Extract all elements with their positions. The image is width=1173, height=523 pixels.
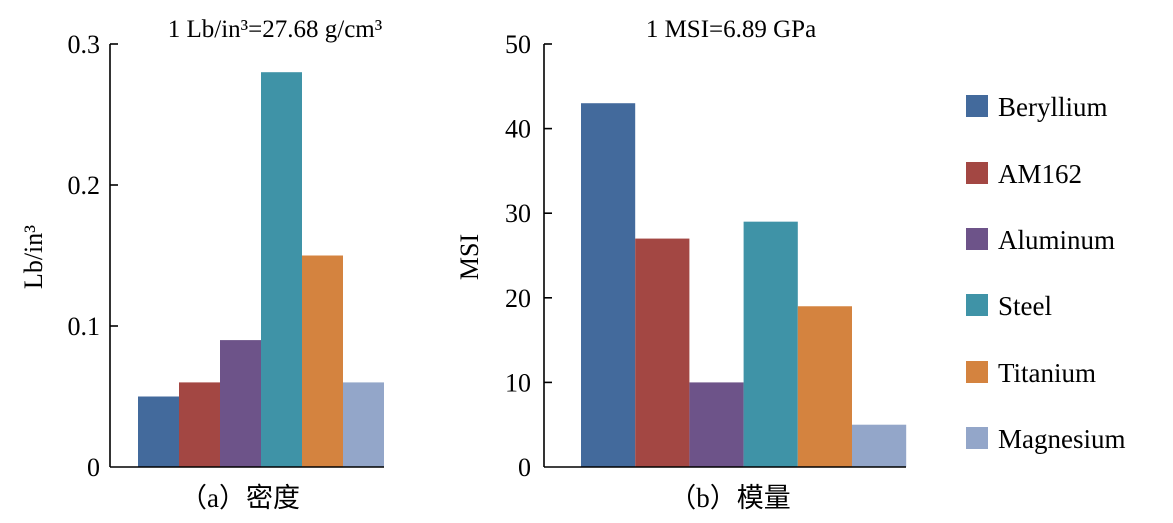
density-y-tick-label: 0.1 xyxy=(68,312,101,341)
modulus-y-tick-label: 40 xyxy=(505,115,531,144)
legend-label-beryllium: Beryllium xyxy=(998,92,1108,122)
density-bar-am162 xyxy=(179,382,220,467)
modulus-y-ticks: 0 10 20 30 40 50 xyxy=(505,30,552,482)
density-y-tick-label: 0.3 xyxy=(68,30,101,59)
density-y-tick-label: 0 xyxy=(87,453,100,482)
legend-label-steel: Steel xyxy=(998,291,1052,321)
density-bar-beryllium xyxy=(138,396,179,467)
legend-label-am162: AM162 xyxy=(998,159,1082,189)
modulus-bar-beryllium xyxy=(581,103,636,467)
modulus-bar-titanium xyxy=(797,306,852,467)
modulus-y-tick-label: 0 xyxy=(518,453,531,482)
density-y-axis-label: Lb/in³ xyxy=(19,225,48,289)
legend-label-magnesium: Magnesium xyxy=(998,424,1126,454)
modulus-y-tick-label: 10 xyxy=(505,368,531,397)
legend-swatch-titanium xyxy=(966,361,988,383)
density-y-tick-label: 0.2 xyxy=(68,171,101,200)
modulus-bar-aluminum xyxy=(689,382,744,467)
density-bar-aluminum xyxy=(220,340,261,467)
density-bar-magnesium xyxy=(343,382,384,467)
modulus-bar-steel xyxy=(743,221,798,467)
modulus-bar-magnesium xyxy=(852,424,907,467)
density-caption: （a）密度 xyxy=(180,483,300,513)
density-conversion-note: 1 Lb/in³=27.68 g/cm³ xyxy=(168,16,383,43)
modulus-y-tick-label: 30 xyxy=(505,199,531,228)
modulus-y-axis-label: MSI xyxy=(455,234,484,280)
legend-swatch-steel xyxy=(966,294,988,316)
legend: Beryllium AM162 Aluminum Steel Titanium Magne… xyxy=(966,92,1126,454)
legend-label-titanium: Titanium xyxy=(998,358,1096,388)
density-chart: 1 Lb/in³=27.68 g/cm³ Lb/in³ 0 0.1 0.2 0.3 （… xyxy=(19,16,384,513)
modulus-caption: （b）模量 xyxy=(669,483,791,513)
modulus-y-tick-label: 50 xyxy=(505,30,531,59)
density-y-ticks: 0 0.1 0.2 0.3 xyxy=(68,30,118,482)
modulus-bar-am162 xyxy=(635,238,690,467)
modulus-bars xyxy=(581,103,907,467)
legend-swatch-am162 xyxy=(966,162,988,184)
modulus-chart: 1 MSI=6.89 GPa MSI 0 10 20 30 40 50 （b）模量 xyxy=(455,16,907,513)
legend-swatch-magnesium xyxy=(966,427,988,449)
legend-swatch-beryllium xyxy=(966,95,988,117)
modulus-y-tick-label: 20 xyxy=(505,284,531,313)
density-bar-titanium xyxy=(302,255,343,467)
density-bars xyxy=(138,72,384,467)
density-bar-steel xyxy=(261,72,302,467)
legend-label-aluminum: Aluminum xyxy=(998,225,1115,255)
legend-swatch-aluminum xyxy=(966,228,988,250)
modulus-conversion-note: 1 MSI=6.89 GPa xyxy=(646,16,816,43)
